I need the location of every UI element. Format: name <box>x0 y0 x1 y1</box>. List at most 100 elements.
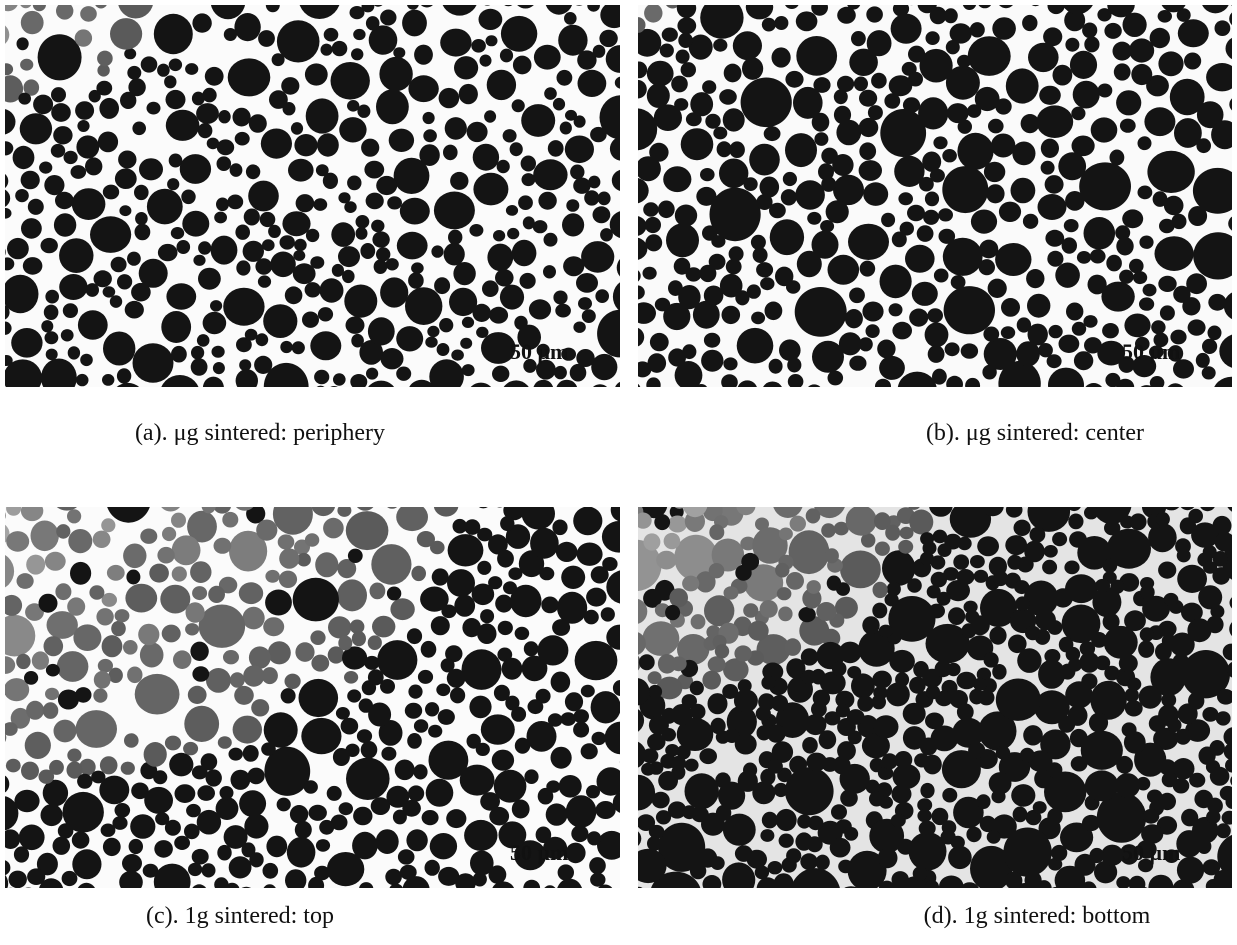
particle <box>186 602 205 623</box>
particle <box>762 18 776 32</box>
particle <box>190 561 211 583</box>
particle <box>1028 43 1059 72</box>
particle <box>85 157 102 175</box>
particle <box>166 110 200 141</box>
particle <box>467 122 488 142</box>
particle <box>849 288 865 304</box>
particle <box>172 535 201 565</box>
particle <box>802 737 818 754</box>
particle <box>67 749 81 762</box>
particle <box>462 364 475 376</box>
scale-label: 50 μm <box>1122 339 1180 364</box>
particle <box>581 241 614 273</box>
particle <box>761 676 775 690</box>
particle <box>38 34 82 80</box>
particle <box>825 548 839 563</box>
particle <box>94 270 112 287</box>
particle <box>454 56 478 79</box>
particle <box>546 803 568 825</box>
particle <box>1129 38 1154 62</box>
particle <box>528 699 544 714</box>
particle <box>71 165 87 179</box>
particle <box>197 334 210 347</box>
particle <box>439 318 453 332</box>
particle <box>970 22 985 37</box>
particle <box>772 47 791 67</box>
particle <box>1053 588 1073 607</box>
particle <box>709 254 726 270</box>
particle <box>898 192 913 205</box>
particle <box>396 326 423 351</box>
particle <box>117 274 132 289</box>
particle <box>75 101 94 120</box>
particle <box>55 583 71 600</box>
particle <box>927 308 943 322</box>
particle <box>709 524 724 540</box>
particle <box>25 732 51 759</box>
particle <box>357 729 372 743</box>
particle <box>366 16 380 30</box>
particle <box>1068 514 1083 530</box>
particle <box>192 92 205 106</box>
particle <box>443 145 458 161</box>
particle <box>599 30 617 47</box>
particle <box>154 840 173 858</box>
particle <box>677 17 696 34</box>
particle <box>1053 65 1073 86</box>
particle <box>1124 314 1150 338</box>
particle <box>649 143 668 162</box>
particle <box>287 837 316 868</box>
particle <box>885 525 900 541</box>
particle <box>425 702 439 716</box>
particle <box>347 689 361 702</box>
particle <box>434 277 450 294</box>
particle <box>462 317 474 328</box>
particle <box>405 703 422 719</box>
particle <box>1022 15 1037 31</box>
particle <box>94 671 111 689</box>
particle <box>1147 151 1194 193</box>
particle <box>451 350 464 361</box>
particle <box>565 136 594 164</box>
particle <box>405 287 442 325</box>
particle <box>157 547 174 564</box>
particle <box>660 44 674 58</box>
particle <box>1202 339 1217 354</box>
particle <box>690 681 704 696</box>
particle <box>507 228 519 239</box>
particle <box>135 224 151 241</box>
particle <box>1155 236 1194 271</box>
particle <box>389 129 414 152</box>
particle <box>1072 322 1086 336</box>
particle <box>590 873 605 887</box>
particle <box>821 523 835 537</box>
particle <box>166 90 186 109</box>
particle <box>39 594 58 613</box>
particle <box>431 245 443 257</box>
particle <box>359 698 373 712</box>
particle <box>975 87 1000 111</box>
particle <box>886 682 910 706</box>
particle <box>1090 848 1105 863</box>
particle <box>741 78 792 128</box>
particle <box>1161 693 1176 708</box>
particle <box>230 672 245 688</box>
particle <box>453 262 475 285</box>
particle <box>1090 249 1106 263</box>
micrograph: 50 μm <box>638 507 1232 888</box>
particle <box>408 272 424 288</box>
particle <box>236 260 250 275</box>
particle <box>248 181 279 212</box>
particle <box>1162 772 1178 787</box>
particle <box>1140 627 1154 642</box>
particle <box>790 516 806 532</box>
particle <box>1125 688 1139 703</box>
particle <box>191 346 204 360</box>
particle <box>1172 214 1187 229</box>
particle <box>951 836 965 850</box>
particle <box>164 75 176 88</box>
particle <box>130 814 155 839</box>
particle <box>299 679 339 717</box>
particle <box>270 251 295 277</box>
particle <box>643 202 658 217</box>
